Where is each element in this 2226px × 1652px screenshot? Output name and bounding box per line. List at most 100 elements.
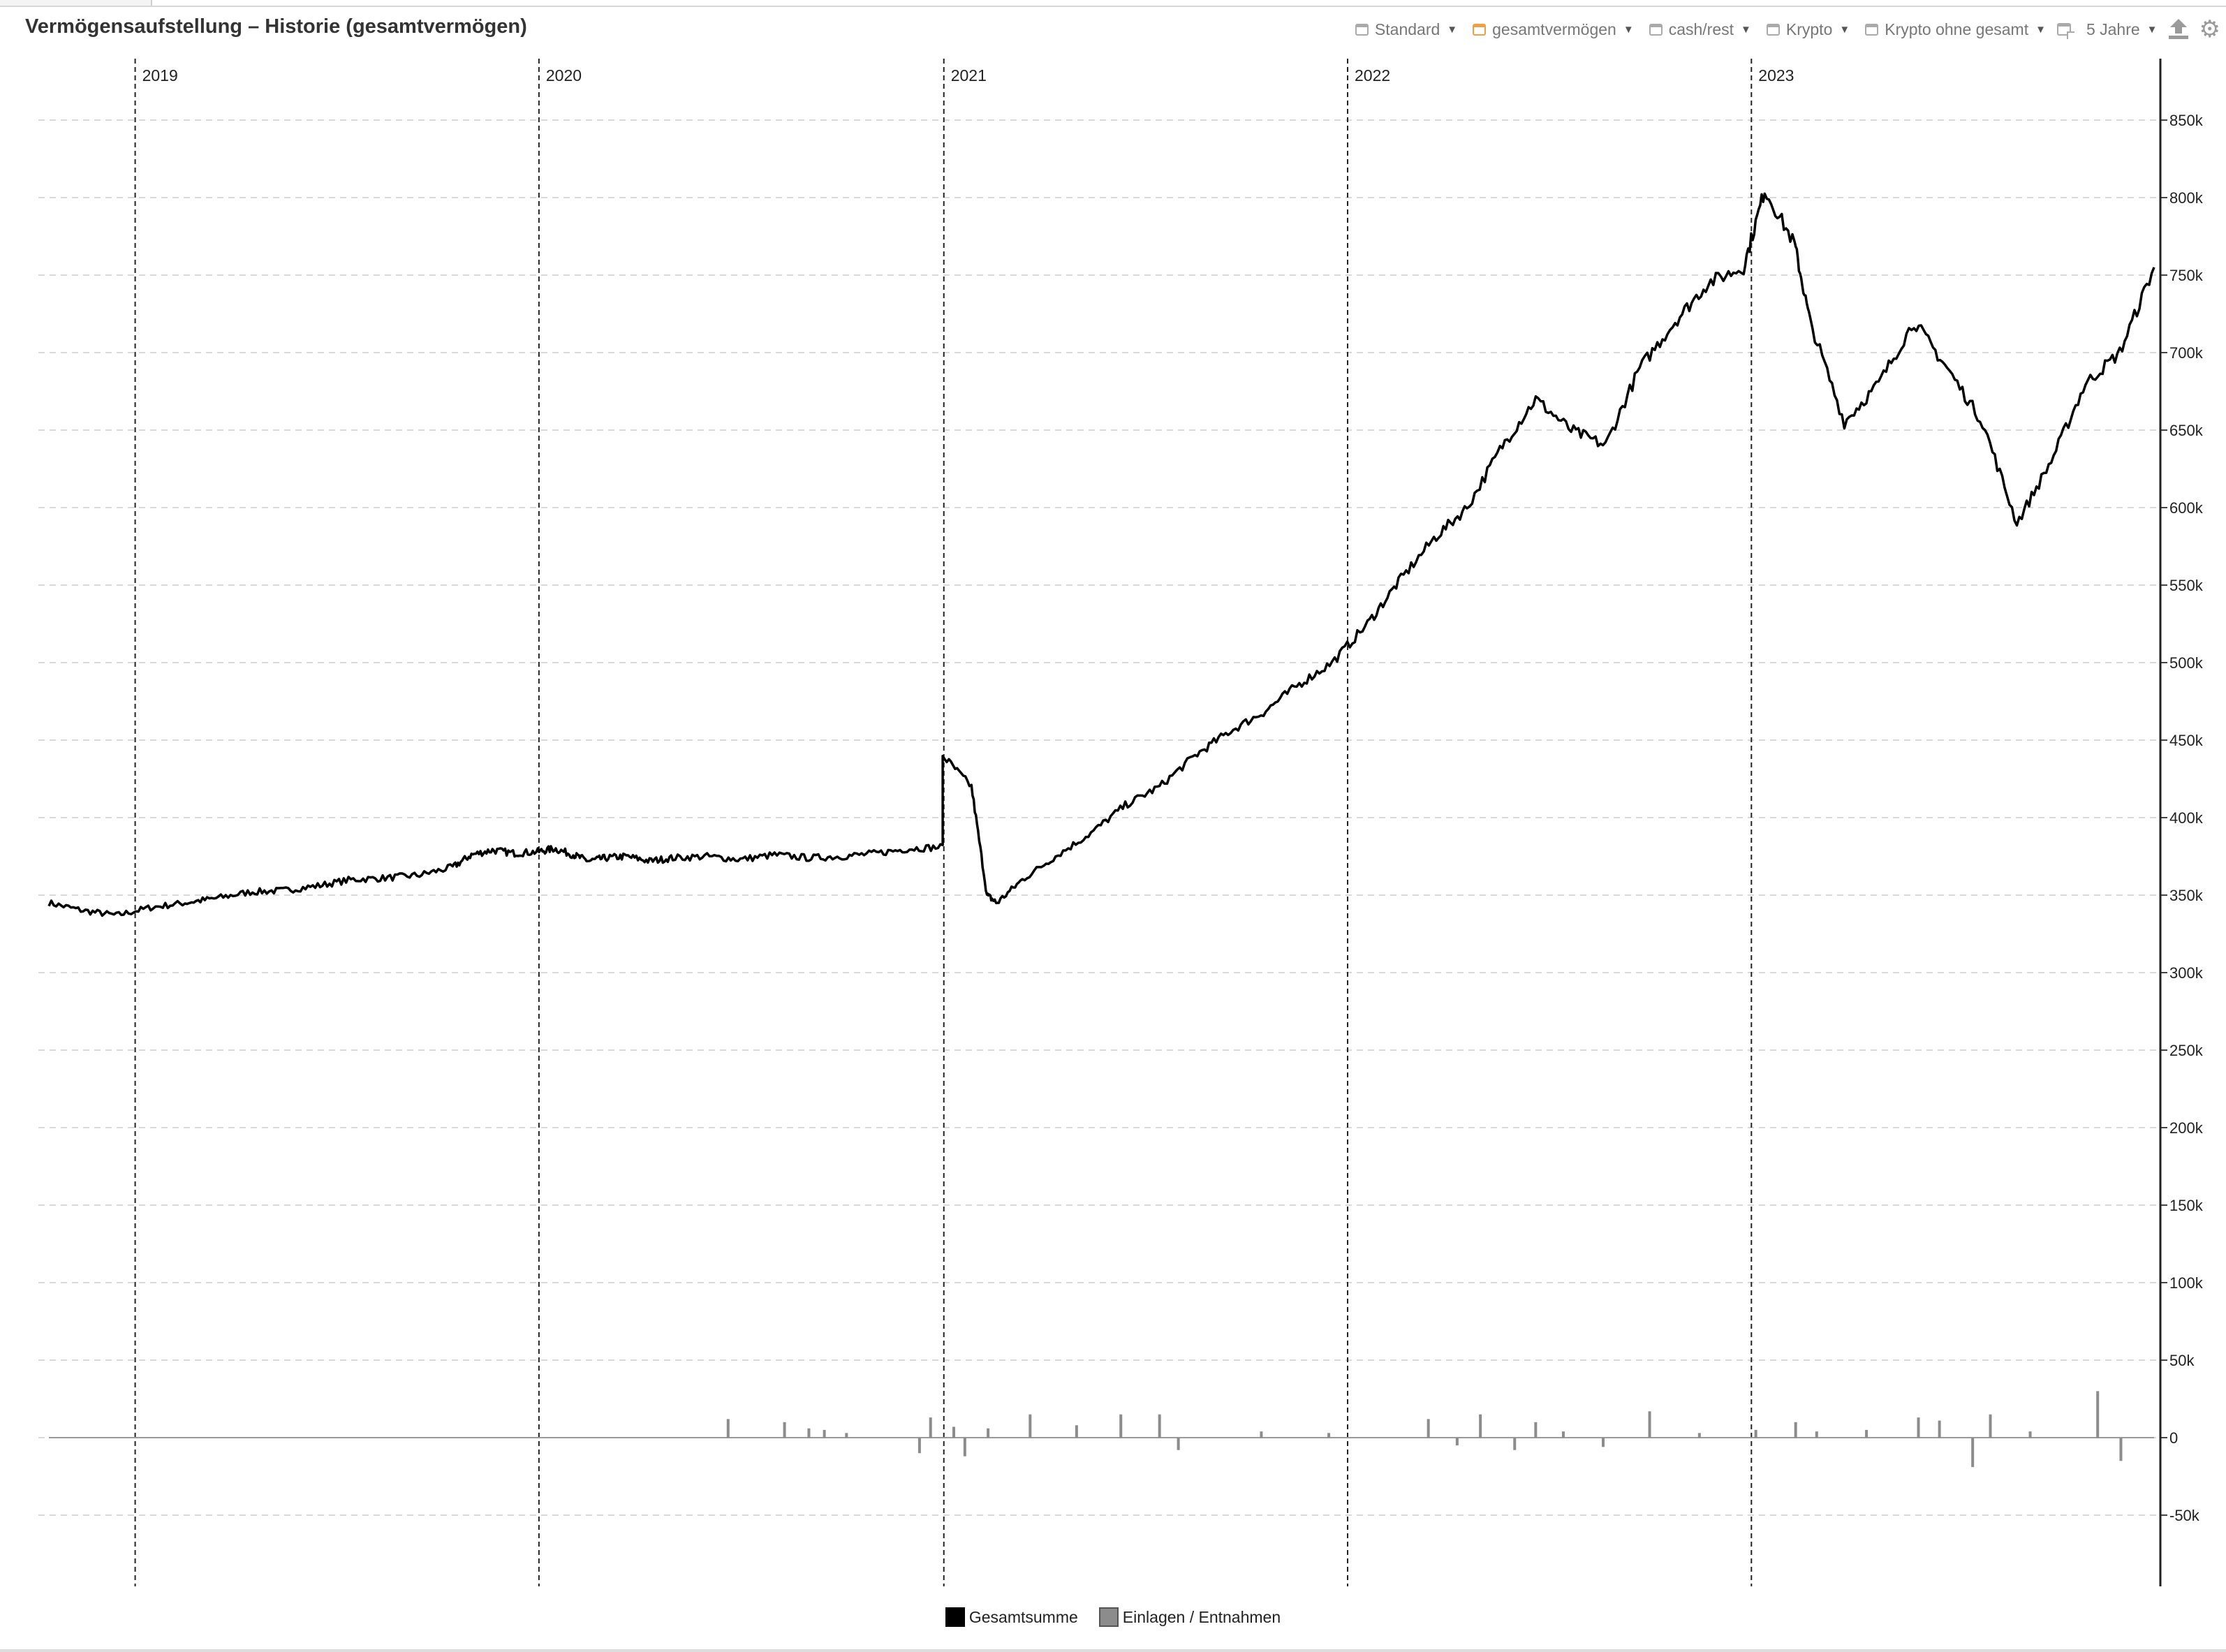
- y-tick-label: 600k: [2169, 499, 2204, 517]
- y-tick-label: -50k: [2169, 1507, 2200, 1524]
- toggle-krypto[interactable]: Krypto ▼: [1766, 20, 1850, 39]
- deposit-bar: [823, 1429, 826, 1438]
- deposit-bar: [1177, 1438, 1180, 1450]
- settings-button[interactable]: ⚙: [2199, 15, 2220, 43]
- legend-item-total[interactable]: Gesamtsumme: [945, 1607, 1078, 1627]
- legend-item-deposits[interactable]: Einlagen / Entnahmen: [1098, 1607, 1281, 1627]
- toggle-label: gesamtvermögen: [1492, 20, 1616, 38]
- chart-toolbar: Standard ▼ gesamtvermögen ▼ cash/rest ▼ …: [1340, 15, 2220, 43]
- deposit-bar: [1327, 1433, 1331, 1438]
- add-window-icon: [2056, 23, 2074, 39]
- chevron-down-icon[interactable]: ▼: [2035, 23, 2046, 36]
- legend-label: Gesamtsumme: [968, 1607, 1078, 1626]
- deposit-bar: [2119, 1438, 2123, 1461]
- deposit-bar: [845, 1433, 848, 1438]
- deposit-bar: [1513, 1438, 1517, 1450]
- deposit-bar: [987, 1428, 990, 1438]
- deposit-bar: [1989, 1414, 1992, 1438]
- y-tick-label: 400k: [2169, 809, 2204, 827]
- y-axis: -50k 0 50k 100k 150k 200k 250k 300k 350k 400k 450k…: [2159, 59, 2204, 1586]
- deposit-bar: [1561, 1431, 1565, 1438]
- checkbox-icon[interactable]: [1355, 23, 1369, 36]
- chevron-down-icon[interactable]: ▼: [1623, 23, 1634, 36]
- legend-swatch: [945, 1607, 965, 1627]
- checkbox-icon[interactable]: [1649, 23, 1663, 36]
- gear-icon: ⚙: [2199, 16, 2220, 43]
- toggle-krypto-ohne-gesamt[interactable]: Krypto ohne gesamt ▼: [1865, 20, 2046, 39]
- deposit-bar: [1029, 1414, 1032, 1438]
- chart-legend: Gesamtsumme Einlagen / Entnahmen: [0, 1607, 2226, 1627]
- year-label: 2020: [546, 66, 582, 84]
- window-top-edge: [0, 0, 2226, 7]
- deposit-bar: [2028, 1431, 2032, 1438]
- toggle-label: Krypto: [1785, 20, 1833, 38]
- y-tick-label: 50k: [2169, 1352, 2195, 1369]
- y-tick-label: 200k: [2169, 1119, 2204, 1137]
- deposit-bar: [1075, 1425, 1078, 1438]
- year-label: 2019: [142, 66, 178, 84]
- y-tick-label: 700k: [2169, 344, 2204, 362]
- wealth-history-chart[interactable]: 2019 2020 2021 2022 2023 -50k 0 50k 100k 150k 200…: [0, 0, 2226, 1599]
- window-tab: [0, 0, 152, 6]
- grid-lines: [38, 119, 2160, 1516]
- chevron-down-icon[interactable]: ▼: [2146, 23, 2158, 36]
- deposit-bar: [1427, 1419, 1430, 1438]
- y-tick-label: 650k: [2169, 422, 2204, 439]
- deposit-bar: [1119, 1414, 1123, 1438]
- deposits-bars: [49, 1391, 2154, 1468]
- chevron-down-icon[interactable]: ▼: [1741, 23, 1751, 36]
- total-series-line: [47, 192, 2155, 917]
- deposit-bar: [2096, 1391, 2100, 1438]
- checkbox-icon[interactable]: [1766, 23, 1780, 36]
- deposit-bar: [1865, 1429, 1868, 1438]
- deposit-bar: [1815, 1431, 1818, 1438]
- deposit-bar: [1601, 1438, 1605, 1447]
- deposit-bar: [929, 1417, 932, 1438]
- deposit-bar: [1648, 1411, 1651, 1438]
- y-tick-label: 450k: [2169, 732, 2204, 749]
- y-tick-label: 350k: [2169, 887, 2204, 904]
- deposit-bar: [1260, 1431, 1263, 1438]
- toggle-label: Krypto ohne gesamt: [1885, 20, 2029, 38]
- deposit-bar: [1971, 1438, 1975, 1468]
- y-tick-label: 750k: [2169, 267, 2204, 284]
- range-label: 5 Jahre: [2086, 20, 2140, 38]
- deposit-bar: [1697, 1433, 1701, 1438]
- y-tick-label: 300k: [2169, 964, 2204, 982]
- range-select[interactable]: 5 Jahre ▼: [2086, 20, 2158, 39]
- year-label: 2021: [951, 66, 987, 84]
- deposit-bar: [963, 1438, 966, 1456]
- checkbox-icon[interactable]: [1473, 23, 1487, 36]
- deposit-bar: [1158, 1414, 1161, 1438]
- upload-icon: [2168, 19, 2188, 40]
- toggle-gesamtvermoegen[interactable]: gesamtvermögen ▼: [1473, 20, 1634, 39]
- year-label: 2022: [1355, 66, 1390, 84]
- checkbox-icon[interactable]: [1865, 23, 1879, 36]
- chevron-down-icon[interactable]: ▼: [1447, 23, 1458, 36]
- year-label: 2023: [1758, 66, 1794, 84]
- toggle-label: Standard: [1374, 20, 1440, 38]
- deposit-bar: [917, 1438, 921, 1454]
- y-tick-label: 0: [2169, 1429, 2178, 1447]
- toggle-standard[interactable]: Standard ▼: [1355, 20, 1457, 39]
- window-bottom-edge: [0, 1649, 2226, 1652]
- deposit-bar: [1534, 1422, 1538, 1438]
- y-tick-label: 250k: [2169, 1042, 2204, 1059]
- total-line: [47, 192, 2155, 917]
- y-tick-label: 800k: [2169, 189, 2204, 207]
- deposit-bar: [807, 1428, 811, 1438]
- upload-button[interactable]: [2168, 19, 2188, 40]
- deposit-bar: [1917, 1417, 1920, 1438]
- add-window-button[interactable]: [2056, 23, 2074, 39]
- legend-swatch: [1098, 1607, 1119, 1627]
- toggle-cash-rest[interactable]: cash/rest ▼: [1649, 20, 1751, 39]
- deposit-bar: [1479, 1414, 1482, 1438]
- y-tick-label: 850k: [2169, 112, 2204, 129]
- year-markers: 2019 2020 2021 2022 2023: [134, 59, 1794, 1586]
- y-tick-label: 500k: [2169, 654, 2204, 672]
- page-title: Vermögensaufstellung – Historie (gesamtv…: [25, 15, 527, 38]
- deposit-bar: [1938, 1420, 1941, 1438]
- deposit-bar: [1455, 1438, 1459, 1446]
- deposit-bar: [1754, 1429, 1757, 1438]
- chevron-down-icon[interactable]: ▼: [1839, 23, 1850, 36]
